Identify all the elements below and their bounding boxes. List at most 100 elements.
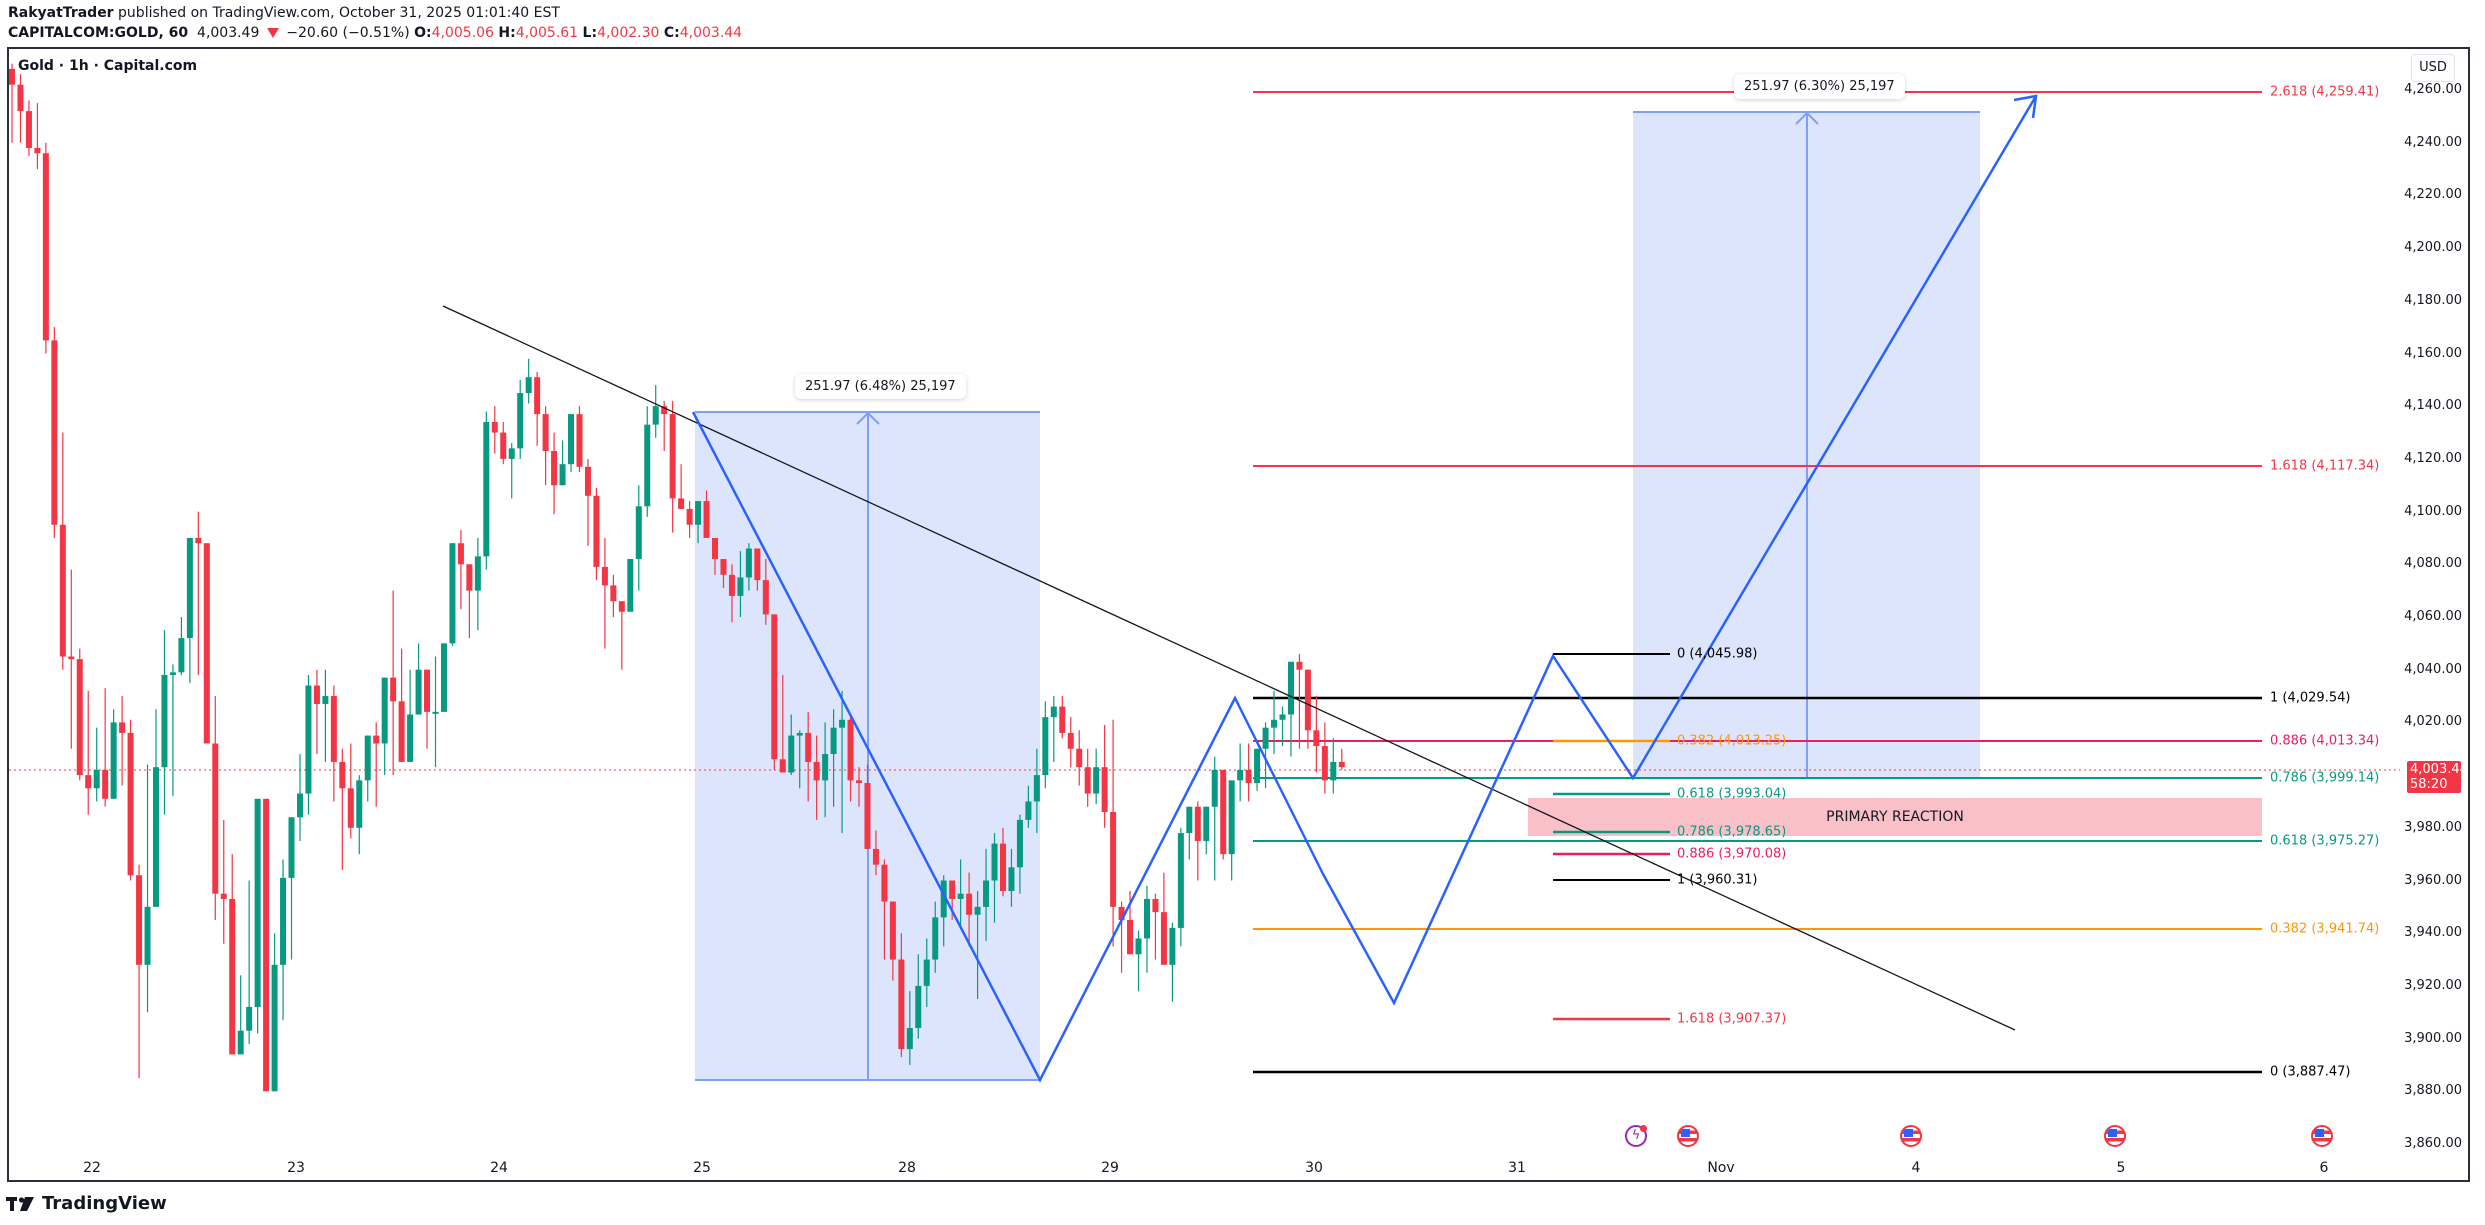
candle-body — [974, 906, 981, 915]
candle-body — [906, 1028, 913, 1050]
price-axis-label: 3,900.00 — [2404, 1030, 2462, 1046]
us-economic-event-icon[interactable] — [1677, 1125, 1699, 1147]
candle-body — [229, 898, 236, 1055]
candle-body — [796, 732, 803, 736]
candle-body — [330, 696, 337, 762]
candle-body — [42, 153, 49, 341]
us-economic-event-icon[interactable] — [2104, 1125, 2126, 1147]
candle-body — [1338, 761, 1345, 768]
candle-body — [398, 701, 405, 762]
price-axis-label: 4,120.00 — [2404, 450, 2462, 466]
candle-body — [364, 735, 371, 781]
candle-body — [313, 685, 320, 704]
candle-body — [93, 769, 100, 789]
last-price: 4,003.49 — [197, 25, 260, 41]
candle-body — [1220, 769, 1227, 855]
candle-body — [517, 393, 524, 449]
candle-body — [1110, 811, 1117, 907]
candle-body — [847, 719, 854, 781]
candle-body — [584, 466, 591, 496]
candle-body — [661, 406, 668, 415]
candle-body — [923, 959, 930, 986]
earnings-flash-event-icon[interactable]: ϟ — [1625, 1125, 1647, 1147]
price-axis-label: 3,860.00 — [2404, 1136, 2462, 1151]
candle-body — [839, 719, 846, 728]
candle-body — [491, 422, 498, 433]
price-axis-label: 4,060.00 — [2404, 609, 2462, 624]
tradingview-logo[interactable]: TradingView — [6, 1193, 167, 1214]
fib-extension-label: 0.382 (3,941.74) — [2270, 921, 2380, 937]
candle-body — [1304, 669, 1311, 731]
author-name[interactable]: RakyatTrader — [8, 5, 114, 21]
candle-body — [195, 537, 202, 544]
chart-legend-title: Gold · 1h · Capital.com — [18, 58, 198, 74]
candle-body — [220, 893, 227, 899]
fib-extension-label: 2.618 (4,259.41) — [2270, 84, 2380, 100]
fib-retracement-label: 0 (4,045.98) — [1677, 646, 1758, 662]
price-axis-label: 3,880.00 — [2404, 1083, 2462, 1099]
candle-body — [51, 340, 58, 525]
candle-body — [483, 422, 490, 557]
candle-body — [1160, 912, 1167, 965]
price-axis-label: 3,980.00 — [2404, 819, 2462, 835]
candle-body — [610, 585, 617, 602]
projection-arrow-head-icon — [2013, 94, 2038, 119]
candles — [9, 63, 1345, 1092]
price-axis-label: 4,080.00 — [2404, 556, 2462, 572]
price-axis-label: 3,940.00 — [2404, 925, 2462, 941]
primary-reaction-zone — [1528, 798, 2262, 836]
candle-body — [983, 880, 990, 907]
price-axis-label: 4,140.00 — [2404, 398, 2462, 414]
candle-body — [186, 537, 193, 639]
candle-body — [1321, 746, 1328, 781]
down-triangle-icon — [266, 28, 279, 38]
currency-button[interactable]: USD — [2411, 54, 2455, 82]
candle-body — [728, 574, 735, 596]
time-axis-label: Nov — [1707, 1160, 1735, 1176]
us-economic-event-icon[interactable] — [1900, 1125, 1922, 1147]
symbol-label: CAPITALCOM:GOLD, 60 — [8, 25, 189, 41]
fib-extension-label: 0.786 (3,999.14) — [2270, 770, 2380, 786]
candle-body — [1330, 761, 1337, 781]
candle-body — [466, 564, 473, 591]
candle-body — [678, 498, 685, 509]
candle-body — [68, 656, 75, 660]
candle-body — [593, 495, 600, 567]
candle-body — [102, 769, 109, 799]
candle-body — [966, 893, 973, 915]
candle-body — [813, 761, 820, 781]
time-axis-label: 28 — [898, 1160, 916, 1176]
candle-body — [407, 714, 414, 762]
candle-body — [1076, 748, 1083, 768]
tradingview-brand: TradingView — [42, 1193, 167, 1214]
price-axis-label: 4,160.00 — [2404, 345, 2462, 361]
candle-body — [1296, 661, 1303, 670]
high-value: 4,005.61 — [515, 25, 579, 41]
fib-extension-label: 0 (3,887.47) — [2270, 1064, 2351, 1080]
candle-body — [720, 559, 727, 575]
candle-body — [17, 84, 24, 112]
candle-body — [440, 643, 447, 712]
candle-body — [881, 864, 888, 902]
candle-body — [263, 798, 270, 1092]
candle-body — [1101, 767, 1108, 812]
candle-body — [1025, 801, 1032, 820]
tradingview-logo-icon — [6, 1196, 34, 1211]
time-axis-label: 22 — [83, 1160, 101, 1176]
fib-retracement-label: 1.618 (3,907.37) — [1677, 1011, 1787, 1027]
candle-body — [271, 964, 278, 1092]
candle-body — [822, 754, 829, 781]
candle-body — [856, 780, 862, 784]
candle-body — [737, 577, 744, 596]
candle-body — [1084, 767, 1091, 794]
open-label: O: — [414, 25, 432, 41]
measure-arrow-head-icon — [1795, 111, 1819, 125]
candle-body — [1194, 806, 1201, 841]
candle-body — [915, 985, 922, 1029]
candle-body — [542, 414, 549, 451]
high-label: H: — [498, 25, 516, 41]
candle-body — [627, 559, 634, 612]
candle-body — [152, 767, 159, 907]
us-economic-event-icon[interactable] — [2311, 1125, 2333, 1147]
